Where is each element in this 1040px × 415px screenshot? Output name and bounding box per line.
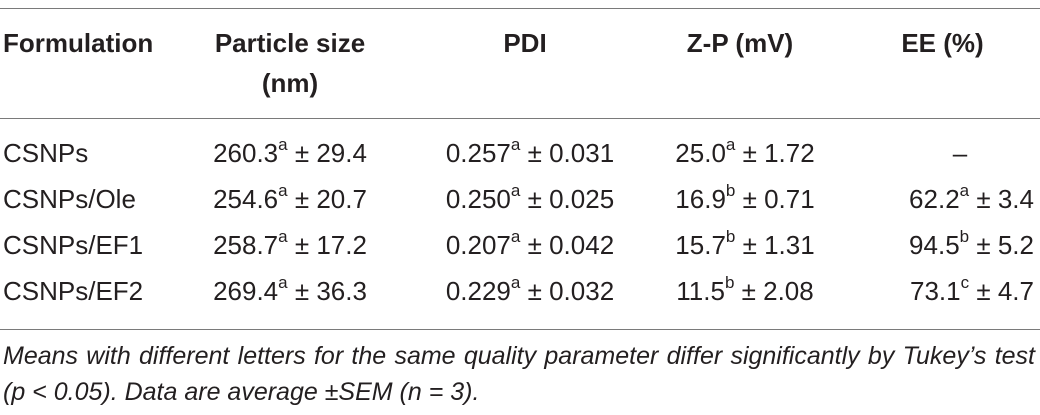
header-ee: EE (%) [901,28,984,58]
cell-formulation: CSNPs/EF2 [3,276,144,306]
error: ± 17.2 [287,230,367,260]
cell-formulation: CSNPs/Ole [3,184,136,214]
error: ± 20.7 [287,184,367,214]
bottom-rule [0,329,1040,330]
significance-letter: a [510,135,521,155]
cell-pdi: 0.229a ± 0.032 [415,268,645,314]
value: 254.6 [213,184,279,214]
cell-zp: 25.0a ± 1.72 [630,130,860,176]
value: 25.0 [675,138,726,168]
value: 16.9 [675,184,726,214]
cell-ee: 73.1c ± 4.7 [910,268,1034,314]
cell-particle-size: 260.3a ± 29.4 [175,130,405,176]
value: 260.3 [213,138,279,168]
header-pdi: PDI [503,28,547,58]
significance-letter: b [725,227,736,247]
table-row: CSNPs/EF2 269.4a ± 36.3 0.229a ± 0.032 1… [0,268,1040,314]
error: ± 4.7 [969,276,1034,306]
table-row: CSNPs/Ole 254.6a ± 20.7 0.250a ± 0.025 1… [0,176,1040,222]
cell-formulation: CSNPs/EF1 [3,230,144,260]
cell-pdi: 0.250a ± 0.025 [415,176,645,222]
value: 0.207 [445,230,511,260]
significance-letter: a [278,181,288,201]
error: ± 5.2 [969,230,1034,260]
value: 11.5 [676,276,725,306]
header-particle-size: Particle size (nm) [190,23,390,103]
table-row: CSNPs/EF1 258.7a ± 17.2 0.207a ± 0.042 1… [0,222,1040,268]
header-particle-size-line2: (nm) [261,68,319,98]
error: ± 0.71 [735,184,815,214]
cell-pdi: 0.207a ± 0.042 [415,222,645,268]
value: 258.7 [213,230,279,260]
error: ± 1.31 [735,230,815,260]
value: 62.2 [909,184,960,214]
significance-letter: a [510,273,521,293]
cell-particle-size: 269.4a ± 36.3 [175,268,405,314]
cell-zp: 15.7b ± 1.31 [630,222,860,268]
top-rule [0,8,1040,9]
header-particle-size-line1: Particle size [214,28,366,58]
value: 15.7 [675,230,726,260]
significance-letter: b [724,273,735,293]
table-row: CSNPs 260.3a ± 29.4 0.257a ± 0.031 25.0a… [0,130,1040,176]
error: ± 2.08 [734,276,814,306]
table-footnote: Means with different letters for the sam… [3,342,1035,406]
significance-letter: a [278,227,288,247]
cell-ee: 62.2a ± 3.4 [909,176,1034,222]
error: ± 1.72 [735,138,815,168]
significance-letter: a [278,273,288,293]
error: ± 0.025 [520,184,615,214]
header-formulation: Formulation [3,28,154,58]
cell-particle-size: 258.7a ± 17.2 [175,222,405,268]
significance-letter: b [725,181,736,201]
value: 94.5 [909,230,960,260]
value: 269.4 [213,276,279,306]
value: 0.229 [445,276,511,306]
error: ± 0.042 [520,230,615,260]
significance-letter: a [959,181,970,201]
significance-letter: a [278,135,288,155]
error: ± 0.031 [520,138,615,168]
cell-ee: 94.5b ± 5.2 [909,222,1034,268]
cell-particle-size: 254.6a ± 20.7 [175,176,405,222]
cell-pdi: 0.257a ± 0.031 [415,130,645,176]
value: 0.257 [445,138,511,168]
significance-letter: a [725,135,736,155]
header-rule [0,118,1040,119]
value: – [952,138,968,168]
error: ± 0.032 [520,276,615,306]
significance-letter: b [959,227,970,247]
significance-letter: a [510,181,521,201]
significance-letter: a [510,227,521,247]
significance-letter: c [960,273,970,293]
error: ± 3.4 [969,184,1034,214]
error: ± 36.3 [287,276,367,306]
cell-ee: – [880,130,1040,176]
cell-formulation: CSNPs [3,138,89,168]
header-zp: Z-P (mV) [686,28,794,58]
value: 73.1 [910,276,961,306]
cell-zp: 11.5b ± 2.08 [630,268,860,314]
cell-zp: 16.9b ± 0.71 [630,176,860,222]
value: 0.250 [445,184,511,214]
error: ± 29.4 [287,138,367,168]
